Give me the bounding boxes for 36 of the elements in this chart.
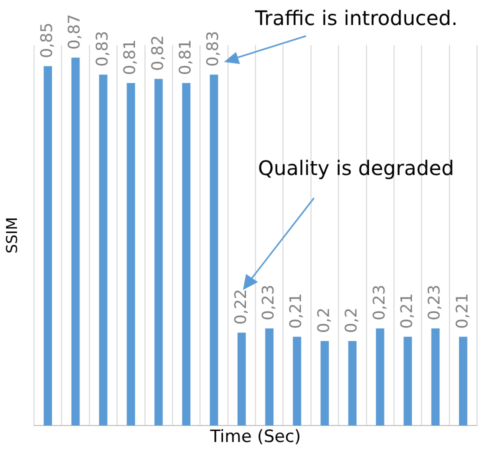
bar: [459, 336, 468, 426]
bar: [292, 336, 302, 426]
data-label: 0,22: [230, 288, 250, 325]
data-label: 0,23: [258, 284, 278, 320]
bar: [431, 328, 440, 426]
data-label: 0,21: [452, 293, 472, 329]
bar: [44, 66, 52, 426]
annotation: Quality is degraded: [258, 156, 454, 180]
bar: [210, 74, 218, 426]
data-label: 0,81: [175, 39, 194, 76]
bar: [182, 83, 190, 426]
data-label: 0,81: [120, 39, 140, 76]
text: Traffic is introduced.: [255, 6, 458, 30]
bar: [99, 74, 108, 426]
bar: [238, 332, 246, 426]
data-label: 0,85: [37, 22, 56, 58]
bar: [126, 83, 136, 426]
data-label: 0,23: [424, 284, 444, 320]
bar: [154, 78, 163, 426]
data-label: 0,83: [92, 30, 112, 67]
data-label: 0,2: [314, 308, 333, 334]
data-label: 0,2: [342, 308, 361, 334]
data-label: 0,21: [396, 293, 416, 329]
bar: [348, 341, 357, 426]
data-label: 0,21: [286, 293, 306, 329]
y-axis-title: SSIM: [2, 217, 21, 254]
bar: [71, 58, 80, 426]
data-label: 0,82: [148, 35, 167, 71]
data-label: 0,87: [64, 14, 84, 50]
bar: [320, 341, 329, 426]
bar: [404, 336, 412, 426]
data-label: 0,83: [203, 30, 222, 67]
bar: [376, 328, 384, 426]
x-axis-title: Time (Sec): [209, 427, 301, 448]
bar: [265, 328, 274, 426]
data-label: 0,23: [369, 284, 388, 320]
